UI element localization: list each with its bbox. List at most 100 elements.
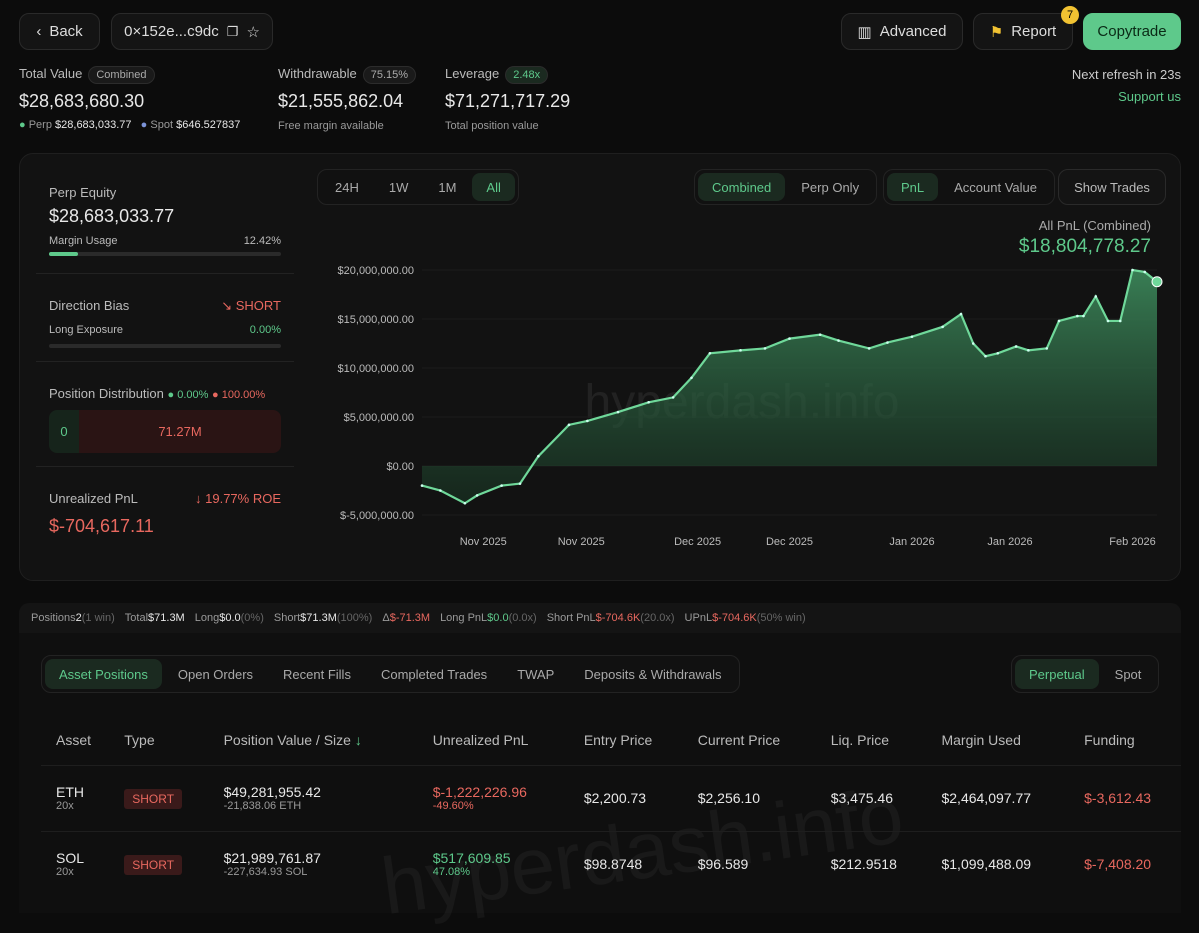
column-header[interactable]: Liq. Price [816,715,927,765]
x-tick-label: Dec 2025 [766,536,813,548]
header-label: Asset [56,731,92,748]
trend-down-icon: ↘ [221,298,233,313]
entry-price: $2,200.73 [583,790,647,806]
margin-value: 12.42% [243,235,281,247]
stat-note: (50% win) [756,612,806,624]
margin-used: $2,464,097.77 [941,790,1032,806]
range-1m[interactable]: 1M [438,179,457,195]
type-badge: SHORT [124,855,183,876]
header-label: Unrealized PnL [432,731,529,748]
position-size: -21,838.06 ETH [223,800,302,812]
stat-value: $-71.3M [389,612,431,624]
data-point [763,347,767,350]
column-header[interactable]: Entry Price [569,715,683,765]
metric-account-value[interactable]: Account Value [954,179,1038,195]
data-point [1094,295,1098,298]
sort-down-icon[interactable]: ↓ [354,731,362,748]
stat-key: Positions [31,612,76,624]
roe: 19.77% ROE [205,491,281,506]
tab-recent-fills[interactable]: Recent Fills [283,666,351,682]
show-trades-button[interactable]: Show Trades [1058,169,1166,205]
header-label: Type [124,731,155,748]
tab-twap[interactable]: TWAP [517,666,555,682]
column-header[interactable]: Unrealized PnL [418,715,569,765]
label: Leverage [445,66,500,81]
leverage: 20x [56,866,74,879]
column-header[interactable]: Asset [41,715,109,765]
data-point [671,396,675,399]
total-value-block: Total Value Combined $28,683,680.30 ● Per… [19,66,240,131]
column-header[interactable]: Current Price [683,715,816,765]
bias-value: SHORT [235,298,281,313]
tab-asset-positions[interactable]: Asset Positions [45,659,162,689]
dist-short: 100.00% [221,389,266,401]
stat-key: Long PnL [440,612,488,624]
unrealized-pnl: $517,609.85 [432,850,511,867]
report-badge: 7 [1061,6,1079,24]
support-link[interactable]: Support us [1118,89,1181,104]
x-tick-label: Jan 2026 [987,536,1032,548]
data-point [984,354,987,358]
column-header[interactable]: Type [109,715,208,765]
positions-stats-bar: Positions2(1 win) Total$71.3M Long$0.0(0%)… [19,603,1181,633]
distribution-bar: 0 71.27M [49,410,281,453]
funding: $-3,612.43 [1084,790,1152,806]
report-button[interactable]: ⚑ Report [973,13,1073,50]
table-row[interactable]: SOL 20x SHORT $21,989,761.87 -227,634.93 S… [41,831,1181,897]
current-price: $96.589 [697,856,749,873]
dist-left: 0 [49,410,79,453]
column-header[interactable]: Position Value / Size ↓ [209,715,418,765]
stat-key: Total [124,612,149,624]
range-all[interactable]: All [472,173,515,201]
data-point [463,501,467,505]
data-point [941,325,944,329]
bar-chart-icon: ▥ [857,23,872,41]
data-point [886,341,889,344]
asset[interactable]: ETH [56,784,84,800]
column-header[interactable]: Funding [1069,715,1181,765]
asset[interactable]: SOL [56,850,85,867]
advanced-button[interactable]: ▥ Advanced [841,13,963,50]
margin-used: $1,099,488.09 [941,856,1032,873]
long-exposure-value: 0.00% [249,324,281,336]
data-point [971,342,975,345]
tab-deposits-withdrawals[interactable]: Deposits & Withdrawals [584,666,722,682]
tab-open-orders[interactable]: Open Orders [177,666,254,682]
header-label: Current Price [697,731,781,748]
data-point [518,482,522,485]
y-tick-label: $5,000,000.00 [344,412,414,424]
range-1w[interactable]: 1W [388,179,409,195]
market-tabs: Perpetual Spot [1011,655,1160,693]
back-button[interactable]: ‹ Back [19,13,100,50]
data-point [867,347,871,350]
data-point [1131,268,1134,272]
range-24h[interactable]: 24H [335,179,359,195]
column-header[interactable]: Margin Used [926,715,1069,765]
position-value: $21,989,761.87 [223,850,321,867]
position-size: -227,634.93 SOL [223,866,308,879]
stat-note: (0%) [240,612,264,624]
tab-perpetual[interactable]: Perpetual [1015,659,1099,689]
metric-pnl[interactable]: PnL [887,173,939,201]
data-point [537,454,540,458]
data-point [1076,314,1079,318]
table-row[interactable]: ETH 20x SHORT $49,281,955.42 -21,838.06 ET… [41,765,1181,831]
star-icon[interactable]: ☆ [246,23,260,41]
y-tick-label: $0.00 [386,461,414,473]
mode-combined[interactable]: Combined [698,173,786,201]
stat-item: Long PnL$0.0(0.0x) [440,612,537,624]
mode-selector: Combined Perp Only [694,169,878,205]
tab-spot[interactable]: Spot [1114,666,1142,682]
combined-pill: Combined [88,66,155,84]
data-point [1027,349,1030,352]
position-distribution: Position Distribution ● 0.00% ● 100.00% … [49,386,281,453]
label: Perp Equity [49,185,117,200]
label: Direction Bias [49,298,130,313]
copy-icon[interactable]: ❐ [226,23,239,39]
header-label: Entry Price [583,731,653,748]
data-point [1118,319,1122,323]
withdraw-pill: 75.15% [362,66,417,84]
copytrade-button[interactable]: Copytrade [1083,13,1181,50]
mode-perp-only[interactable]: Perp Only [801,179,860,195]
tab-completed-trades[interactable]: Completed Trades [380,666,488,682]
